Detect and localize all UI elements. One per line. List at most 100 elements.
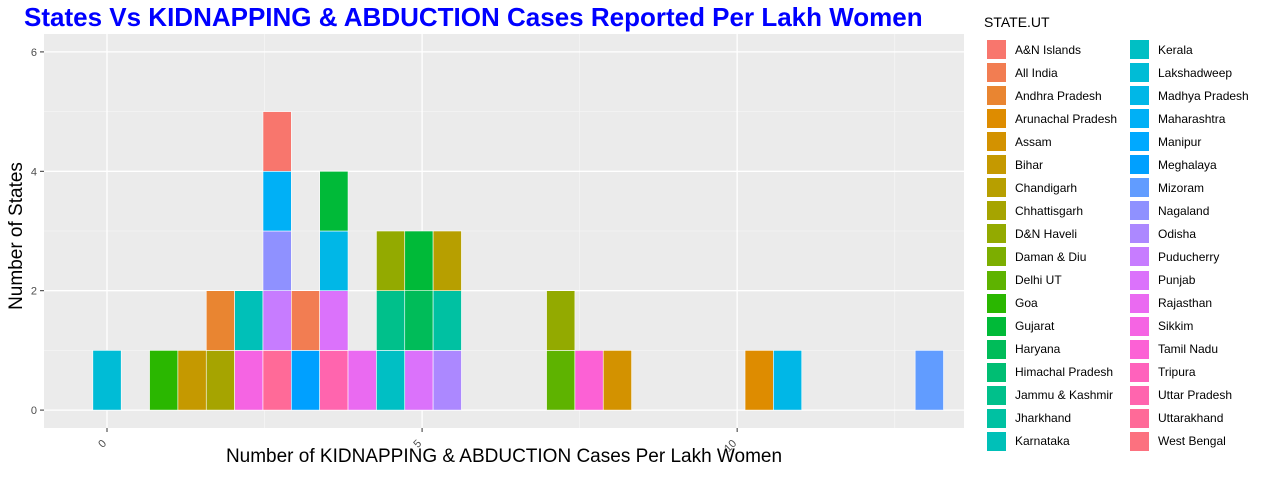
legend-item: Delhi UT <box>986 269 1062 292</box>
legend-label: Sikkim <box>1158 319 1194 334</box>
legend-swatch <box>1129 430 1150 452</box>
legend-label: Bihar <box>1015 157 1044 172</box>
legend-label: Puducherry <box>1158 249 1220 264</box>
legend-item: Mizoram <box>1129 176 1204 199</box>
y-tick-label: 4 <box>31 166 37 178</box>
legend-item: Kerala <box>1129 38 1193 61</box>
legend-swatch <box>1129 223 1150 245</box>
legend-swatch <box>986 384 1007 406</box>
legend-label: Gujarat <box>1015 319 1055 334</box>
bar-series: Lakshadweep GoaBiharChhattisgarhAndhra Pr… <box>92 111 944 411</box>
bar-segment: Odisha <box>432 350 462 411</box>
legend-item: Maharashtra <box>1129 107 1225 130</box>
legend-label: Punjab <box>1158 273 1196 287</box>
bar-segment: A&N Islands <box>262 111 292 172</box>
legend-item: Chandigarh <box>986 176 1077 199</box>
bar-segment: D&N Haveli <box>376 230 406 291</box>
legend-label: Delhi UT <box>1015 273 1062 287</box>
legend-swatch <box>986 131 1007 153</box>
legend-label: Kerala <box>1158 42 1193 57</box>
legend-swatch <box>986 62 1007 84</box>
legend-swatch <box>986 407 1007 429</box>
legend-item: Daman & Diu <box>986 245 1086 268</box>
legend-item: Goa <box>986 292 1038 315</box>
legend-label: Uttarakhand <box>1158 411 1224 426</box>
legend-swatch <box>986 361 1007 383</box>
legend-label: Lakshadweep <box>1158 65 1233 80</box>
legend-item: Assam <box>986 130 1052 153</box>
legend-label: Andhra Pradesh <box>1015 88 1102 103</box>
bar-segment: Madhya Pradesh <box>319 230 349 291</box>
legend-item: Chhattisgarh <box>986 199 1083 222</box>
legend-swatch <box>1129 361 1150 383</box>
legend-label: Himachal Pradesh <box>1015 365 1114 380</box>
legend-swatch <box>1129 85 1150 107</box>
x-axis-label: Number of KIDNAPPING & ABDUCTION Cases P… <box>225 446 783 467</box>
bar-segment: Sikkim <box>234 350 264 411</box>
legend-swatch <box>986 85 1007 107</box>
legend-item: Jammu & Kashmir <box>986 384 1113 407</box>
y-tick-label: 0 <box>31 405 37 417</box>
bar-segment: Rajasthan <box>347 350 377 411</box>
legend: STATE.UT A&N Islands All India Andhra Prad… <box>984 12 1264 482</box>
legend-swatch <box>1129 246 1150 268</box>
legend-label: West Bengal <box>1158 434 1226 449</box>
y-tick-label: 2 <box>31 286 37 298</box>
legend-swatch <box>1129 154 1150 176</box>
bar-segment: Punjab <box>404 350 434 411</box>
legend-item: Haryana <box>986 338 1060 361</box>
legend-label: Tripura <box>1158 365 1196 380</box>
legend-label: Manipur <box>1158 134 1202 149</box>
legend-item: Bihar <box>986 153 1043 176</box>
bar-segment: Andhra Pradesh <box>205 290 235 351</box>
legend-item: Himachal Pradesh <box>986 361 1113 384</box>
legend-swatch <box>986 39 1007 60</box>
bar-segment: Gujarat <box>319 171 349 232</box>
legend-item: Odisha <box>1129 222 1196 245</box>
bar-segment: Goa <box>149 350 179 411</box>
legend-title: STATE.UT <box>984 14 1050 30</box>
legend-label: Chandigarh <box>1015 180 1078 195</box>
bar-segment: Uttar Pradesh <box>319 350 349 411</box>
legend-item: Gujarat <box>986 315 1054 338</box>
bar-segment: D&N Haveli <box>546 290 576 351</box>
legend-label: Haryana <box>1015 342 1061 357</box>
bar-segment: Mizoram <box>914 350 944 411</box>
legend-label: Maharashtra <box>1158 111 1226 126</box>
legend-swatch <box>986 338 1007 360</box>
legend-swatch <box>986 177 1007 199</box>
bar-segment: Madhya Pradesh <box>773 350 803 411</box>
legend-label: Tamil Nadu <box>1158 342 1219 357</box>
legend-label: Jharkhand <box>1015 411 1072 426</box>
legend-label: A&N Islands <box>1015 42 1082 57</box>
legend-item: Andhra Pradesh <box>986 84 1102 107</box>
legend-item: Karnataka <box>986 430 1070 453</box>
bar-segment: Karnataka <box>234 290 264 351</box>
legend-item: Tripura <box>1129 361 1196 384</box>
legend-item: Jharkhand <box>986 407 1071 430</box>
legend-swatch <box>1129 177 1150 199</box>
legend-label: Madhya Pradesh <box>1158 88 1249 103</box>
legend-item: A&N Islands <box>986 38 1081 61</box>
bar-segment: Jammu & Kashmir <box>376 290 406 351</box>
legend-label: Karnataka <box>1015 434 1070 449</box>
legend-swatch <box>1129 338 1150 360</box>
legend-swatch <box>1129 131 1150 153</box>
y-axis-label-text: Number of States <box>6 162 27 310</box>
legend-item: Tamil Nadu <box>1129 338 1218 361</box>
bar-segment: Haryana <box>404 290 434 351</box>
legend-item: Arunachal Pradesh <box>986 107 1117 130</box>
legend-swatch <box>986 223 1007 245</box>
legend-swatch <box>986 154 1007 176</box>
bar-segment: Bihar <box>177 350 207 411</box>
legend-label: Meghalaya <box>1158 157 1217 172</box>
bar-segment: Nagaland <box>262 230 292 291</box>
bar-segment: Assam <box>602 350 632 411</box>
legend-label: Jammu & Kashmir <box>1015 388 1114 403</box>
bar-segment: Lakshadweep <box>92 350 122 411</box>
legend-swatch <box>1129 62 1150 84</box>
legend-label: Nagaland <box>1158 203 1210 218</box>
bar-segment: Delhi UT <box>546 350 576 411</box>
legend-swatch <box>986 315 1007 337</box>
legend-swatch <box>1129 200 1150 222</box>
